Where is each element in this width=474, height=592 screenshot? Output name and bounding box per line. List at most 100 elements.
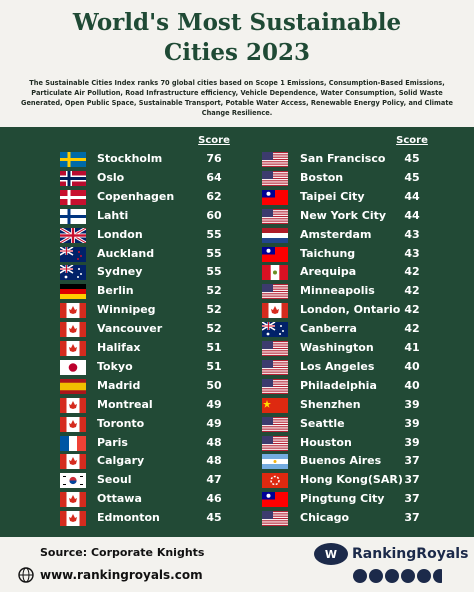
city-name: Calgary (97, 454, 145, 468)
svg-text:W: W (325, 548, 337, 561)
city-name: Vancouver (97, 322, 163, 336)
city-name: Lahti (97, 208, 129, 222)
city-row: Auckland 55 (0, 245, 474, 263)
city-name: Madrid (97, 378, 141, 392)
city-row: San Francisco 45 (0, 150, 474, 168)
city-row: London, Ontario 42 (0, 301, 474, 319)
city-name: Edmonton (97, 511, 160, 525)
city-row: Ottawa 46 (0, 490, 474, 508)
flag (60, 303, 86, 319)
score: 40 (404, 378, 420, 392)
flag (262, 284, 288, 300)
flag (60, 397, 86, 413)
flag (262, 246, 288, 262)
city-row: Washington 41 (0, 339, 474, 357)
brand: RankingRoyals (352, 546, 469, 562)
flag (60, 152, 86, 167)
city-row: Chicago 37 (0, 509, 474, 527)
city-name: Montreal (97, 397, 153, 411)
flag (60, 341, 86, 356)
score: 37 (404, 511, 420, 525)
flag (262, 208, 288, 224)
score: 64 (206, 170, 222, 184)
city-row: Vancouver 52 (0, 320, 474, 338)
city-name: Auckland (97, 246, 155, 260)
city-name: Stockholm (97, 152, 163, 165)
score: 52 (206, 322, 222, 336)
score: 45 (404, 170, 420, 184)
city-name: Copenhagen (97, 189, 175, 203)
score-header: Score (396, 135, 428, 146)
social-icons (353, 569, 442, 583)
flag (262, 454, 288, 470)
city-name: Buenos Aires (300, 454, 382, 468)
city-row: Buenos Aires 37 (0, 452, 474, 470)
score: 48 (206, 454, 222, 468)
city-name: Arequipa (300, 265, 357, 279)
score: 37 (404, 492, 420, 506)
score: 51 (206, 341, 222, 354)
city-row: Amsterdam 43 (0, 226, 474, 244)
flag (60, 322, 86, 338)
city-name: Berlin (97, 284, 134, 298)
flag (262, 322, 288, 338)
city-row: Stockholm 76 (0, 150, 474, 168)
score: 60 (206, 208, 222, 222)
source: Source: Corporate Knights (40, 546, 205, 559)
flag (262, 397, 288, 413)
score: 48 (206, 435, 222, 449)
score: 47 (206, 473, 222, 487)
flag (60, 189, 86, 205)
city-row: Toronto 49 (0, 415, 474, 433)
flag (60, 284, 86, 300)
flag (60, 227, 86, 243)
score: 45 (404, 152, 420, 165)
flag (262, 303, 288, 319)
score: 50 (206, 378, 222, 392)
city-row: Seattle 39 (0, 415, 474, 433)
score: 76 (206, 152, 222, 165)
city-name: Hong Kong(SAR) (300, 473, 403, 487)
city-row: Houston 39 (0, 434, 474, 452)
flag (262, 492, 288, 508)
city-row: Arequipa 42 (0, 263, 474, 281)
city-name: Oslo (97, 170, 125, 184)
flag (60, 265, 86, 281)
flag (262, 265, 288, 281)
flag (262, 473, 288, 489)
city-row: Calgary 48 (0, 452, 474, 470)
score: 41 (404, 341, 420, 354)
city-name: Taichung (300, 246, 356, 260)
city-name: London, Ontario (300, 303, 401, 317)
city-row: Tokyo 51 (0, 358, 474, 376)
flag (60, 416, 86, 432)
score: 51 (206, 359, 222, 373)
score: 42 (404, 322, 420, 336)
title: World's Most Sustainable Cities 2023 (72, 9, 402, 66)
score: 45 (206, 511, 222, 525)
score: 55 (206, 246, 222, 260)
city-row: Madrid 50 (0, 377, 474, 395)
city-name: Halifax (97, 341, 141, 354)
city-row: Winnipeg 52 (0, 301, 474, 319)
flag (262, 341, 288, 356)
flag (60, 378, 86, 394)
city-row: Minneapolis 42 (0, 282, 474, 300)
city-name: Seoul (97, 473, 132, 487)
flag (60, 492, 86, 508)
score: 46 (206, 492, 222, 506)
flag (262, 227, 288, 243)
flag (262, 359, 288, 375)
flag (60, 246, 86, 262)
flag (262, 189, 288, 205)
city-row: Hong Kong(SAR) 37 (0, 471, 474, 489)
flag (60, 208, 86, 224)
city-name: Shenzhen (300, 397, 361, 411)
city-row: Taipei City 44 (0, 188, 474, 206)
ranking-panel: Score Score Stockholm 76 Oslo 64 Copenhagen 6… (0, 127, 474, 537)
city-row: Boston 45 (0, 169, 474, 187)
city-row: Lahti 60 (0, 207, 474, 225)
score: 39 (404, 435, 420, 449)
city-row: Seoul 47 (0, 471, 474, 489)
